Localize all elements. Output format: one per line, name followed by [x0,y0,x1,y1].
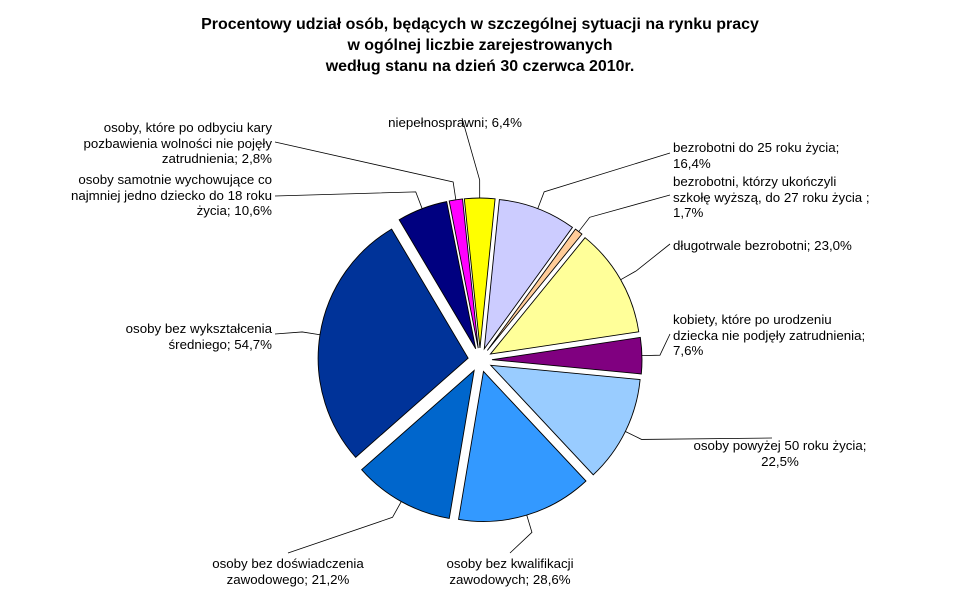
slice-label: niepełnosprawni; 6,4% [315,115,595,131]
slice-label: osoby bez doświadczenia zawodowego; 21,2… [148,556,428,587]
slice-label: długotrwale bezrobotni; 23,0% [673,238,950,254]
slice-label: bezrobotni do 25 roku życia; 16,4% [673,140,950,171]
slice-label: kobiety, które po urodzeniu dziecka nie … [673,312,950,359]
pie-svg [0,0,960,597]
slice-label: osoby powyżej 50 roku życia; 22,5% [640,438,920,469]
slice-label: osoby bez wykształcenia średniego; 54,7% [0,321,272,352]
slice-label: osoby, które po odbyciu kary pozbawienia… [0,120,272,167]
slice-label: osoby samotnie wychowujące co najmniej j… [0,172,272,219]
slice-label: bezrobotni, którzy ukończyli szkołę wyżs… [673,174,950,221]
pie-chart: niepełnosprawni; 6,4% bezrobotni do 25 ro… [0,0,960,597]
